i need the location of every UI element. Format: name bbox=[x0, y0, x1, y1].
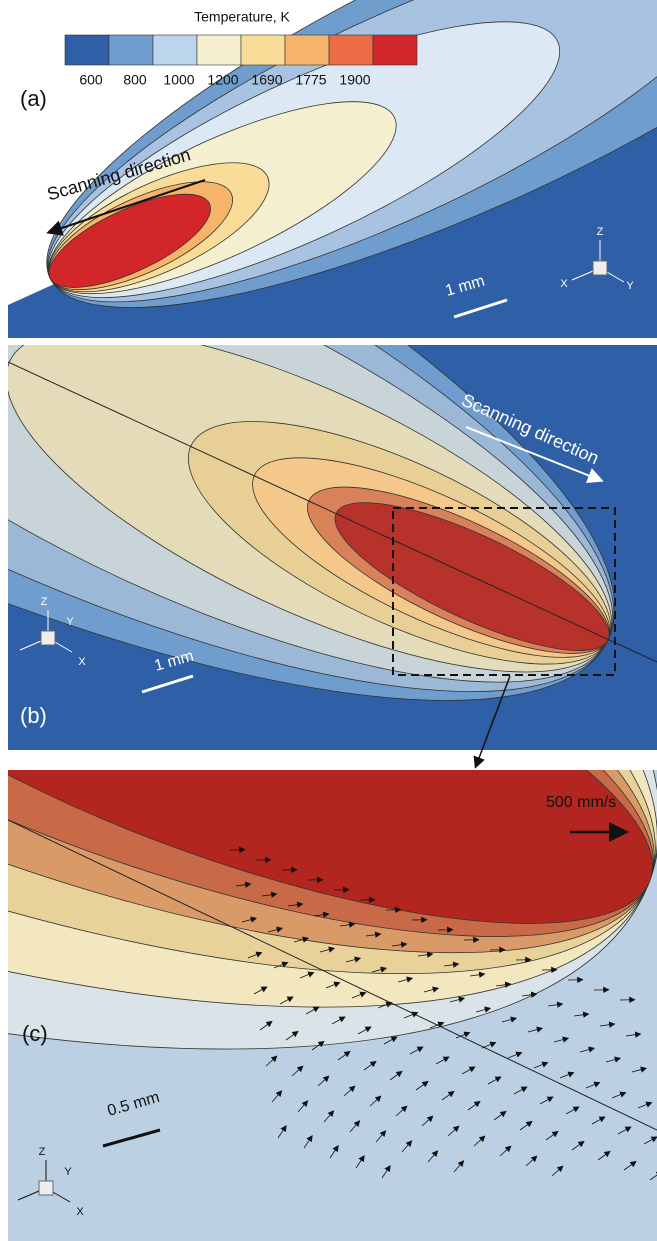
colorbar-tick-label: 1900 bbox=[339, 72, 370, 88]
velocity-label: 500 mm/s bbox=[546, 794, 616, 811]
colorbar-swatch bbox=[241, 35, 285, 65]
axis-label: Z bbox=[41, 596, 48, 608]
axis-label: X bbox=[560, 278, 568, 290]
panel-label: (c) bbox=[22, 1021, 48, 1046]
colorbar-title: Temperature, K bbox=[194, 9, 290, 25]
axis-label: X bbox=[78, 656, 86, 668]
colorbar-swatch bbox=[285, 35, 329, 65]
colorbar-swatch bbox=[109, 35, 153, 65]
axis-label: Z bbox=[597, 226, 604, 238]
axis-cube bbox=[41, 631, 55, 645]
colorbar-swatch bbox=[197, 35, 241, 65]
colorbar-tick-label: 1775 bbox=[295, 72, 326, 88]
panel-label: (b) bbox=[20, 703, 47, 728]
colorbar-tick-label: 1200 bbox=[207, 72, 238, 88]
axis-label: Y bbox=[66, 616, 74, 628]
colorbar-swatch bbox=[373, 35, 417, 65]
colorbar-tick-label: 600 bbox=[79, 72, 103, 88]
colorbar-swatch bbox=[329, 35, 373, 65]
colorbar-swatch bbox=[65, 35, 109, 65]
colorbar-tick-label: 1000 bbox=[163, 72, 194, 88]
axis-label: X bbox=[76, 1206, 84, 1218]
axis-label: Y bbox=[64, 1166, 72, 1178]
colorbar-tick-label: 1690 bbox=[251, 72, 282, 88]
colorbar-swatch bbox=[153, 35, 197, 65]
panel-label: (a) bbox=[20, 86, 47, 111]
axis-label: Y bbox=[626, 280, 634, 292]
colorbar-tick-label: 800 bbox=[123, 72, 147, 88]
axis-cube bbox=[593, 261, 607, 275]
axis-cube bbox=[39, 1181, 53, 1195]
figure: Temperature, K 600 800 1000 1200 1690 1775 190… bbox=[0, 0, 657, 1241]
axis-label: Z bbox=[39, 1146, 46, 1158]
